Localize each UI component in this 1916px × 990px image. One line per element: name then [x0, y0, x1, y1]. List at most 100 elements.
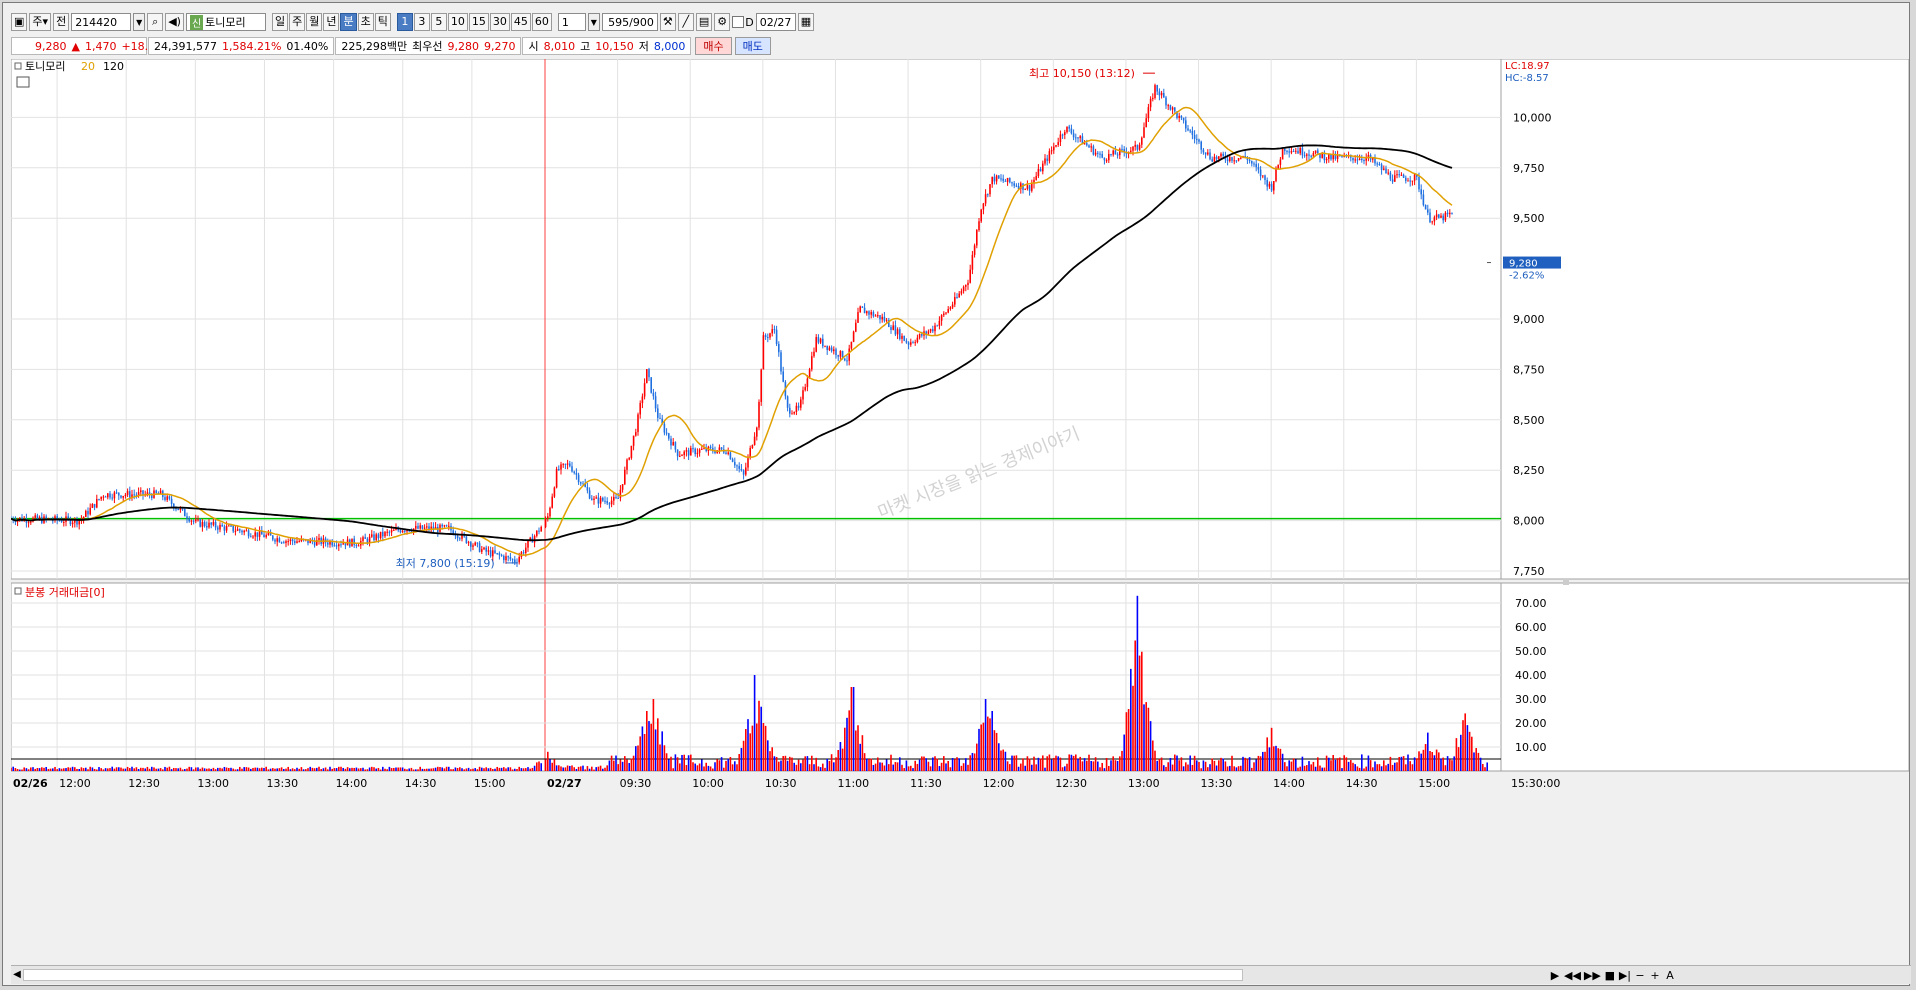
date-input[interactable]: 02/27: [755, 13, 796, 31]
volume-bar: [30, 767, 32, 771]
volume-bar: [1277, 748, 1279, 771]
candle-body: [536, 530, 538, 536]
candle-body: [881, 316, 883, 320]
line-tool-icon[interactable]: ╱: [677, 13, 694, 31]
count-field[interactable]: 595/900: [601, 13, 658, 31]
time-tick-label: 14:30: [405, 777, 437, 790]
volume-bar: [1088, 754, 1090, 771]
volume-bar: [1156, 760, 1158, 771]
unit-dropdown-icon[interactable]: ▼: [587, 13, 600, 31]
volume-bar: [819, 767, 822, 771]
candle-body: [758, 401, 760, 428]
candle-body: [474, 542, 476, 546]
volume-bar: [1363, 768, 1365, 771]
candle-body: [316, 539, 318, 546]
period-tab[interactable]: 주: [289, 13, 306, 31]
volume-tick-label: 10.00: [1515, 741, 1547, 754]
candle-body: [1132, 146, 1134, 151]
candle-body: [1055, 145, 1057, 147]
save-icon[interactable]: ▤: [695, 13, 713, 31]
text-size-icon[interactable]: A: [1666, 968, 1674, 982]
volume-bar: [357, 768, 360, 771]
volume-bar: [995, 732, 998, 771]
date-checkbox[interactable]: [732, 16, 745, 28]
volume-bar: [300, 767, 303, 771]
sell-button[interactable]: 매도: [734, 37, 771, 55]
calendar-icon[interactable]: ▦: [797, 13, 815, 31]
candle-body: [771, 329, 773, 334]
window-menu-icon[interactable]: ▣: [11, 13, 28, 31]
volume-bar: [1440, 758, 1442, 771]
volume-bar: [1308, 761, 1310, 771]
candle-body: [1385, 168, 1387, 174]
interval-tab[interactable]: 60: [531, 13, 552, 31]
period-tab[interactable]: 일: [271, 13, 289, 31]
candle-body: [769, 333, 771, 338]
volume-bar: [1121, 750, 1123, 771]
unit-input[interactable]: 1: [557, 13, 586, 31]
period-tab[interactable]: 초: [357, 13, 374, 31]
interval-tab[interactable]: 10: [447, 13, 468, 31]
interval-tab[interactable]: 30: [489, 13, 510, 31]
search-icon[interactable]: ⌕: [147, 13, 164, 31]
scroll-left-icon[interactable]: ◀: [13, 969, 21, 980]
candle-body: [1367, 155, 1370, 158]
candle-body: [485, 547, 487, 552]
volume-bar: [802, 759, 804, 771]
period-tab[interactable]: 틱: [374, 13, 391, 31]
time-tick-label: 11:30: [910, 777, 942, 790]
candle-body: [1178, 115, 1180, 118]
stock-code-input[interactable]: 214420: [71, 13, 132, 31]
speaker-icon[interactable]: ◀): [165, 13, 184, 31]
volume-bar: [1361, 754, 1363, 771]
candle-body: [637, 414, 639, 433]
volume-bar: [1193, 755, 1196, 771]
amount-value: 225,298백만: [341, 40, 408, 53]
date-check[interactable]: D: [732, 16, 754, 29]
nav-tool-button[interactable]: ■: [1604, 968, 1616, 982]
volume-bar: [703, 766, 705, 771]
indicator-icon[interactable]: ⚒: [659, 13, 676, 31]
interval-tab[interactable]: 3: [413, 13, 430, 31]
volume-bar: [1042, 755, 1044, 771]
zoom-in-icon[interactable]: +: [1650, 968, 1660, 982]
candle-body: [1332, 153, 1334, 160]
settings-gear-icon[interactable]: ⚙: [714, 13, 731, 31]
interval-tab[interactable]: 1: [396, 13, 413, 31]
candle-body: [14, 520, 17, 523]
candle-body: [564, 463, 567, 465]
volume-bar: [63, 768, 65, 771]
nav-tool-button[interactable]: ▶▶: [1583, 968, 1601, 982]
volume-bar: [291, 768, 294, 771]
interval-tab[interactable]: 5: [430, 13, 447, 31]
scroll-track[interactable]: [23, 969, 1243, 981]
volume-bar: [1143, 704, 1145, 771]
interval-tab[interactable]: 45: [510, 13, 531, 31]
stock-name-field[interactable]: 신 토니모리: [185, 13, 266, 31]
interval-tab[interactable]: 15: [468, 13, 489, 31]
volume-bar: [533, 765, 536, 771]
volume-bar: [1226, 766, 1229, 771]
period-tab[interactable]: 년: [323, 13, 340, 31]
candle-body: [1413, 174, 1416, 181]
nav-tool-button[interactable]: ▶: [1550, 968, 1560, 982]
mode-select[interactable]: 주 ▾: [29, 13, 52, 31]
candle-body: [815, 337, 817, 352]
zoom-out-icon[interactable]: −: [1635, 968, 1645, 982]
volume-bar: [967, 764, 969, 771]
period-tab[interactable]: 월: [306, 13, 323, 31]
buy-button[interactable]: 매수: [695, 37, 732, 55]
candle-body: [1191, 130, 1194, 135]
volume-bar: [1125, 712, 1128, 771]
volume-bar: [1389, 756, 1392, 771]
period-tab[interactable]: 분: [340, 13, 357, 31]
candle-body: [265, 535, 267, 538]
nav-tool-button[interactable]: ◀◀: [1564, 968, 1581, 982]
prev-button[interactable]: 전: [53, 13, 70, 31]
volume-tick-label: 30.00: [1515, 693, 1547, 706]
stock-chart[interactable]: 02/26 12:00 12:30 13:00 13:30 14:00 14:30 15:00…: [11, 59, 1909, 963]
volume-bar: [1365, 766, 1367, 771]
candle-body: [921, 334, 923, 336]
code-dropdown-icon[interactable]: ▼: [133, 13, 146, 31]
nav-tool-button[interactable]: ▶|: [1618, 968, 1632, 982]
